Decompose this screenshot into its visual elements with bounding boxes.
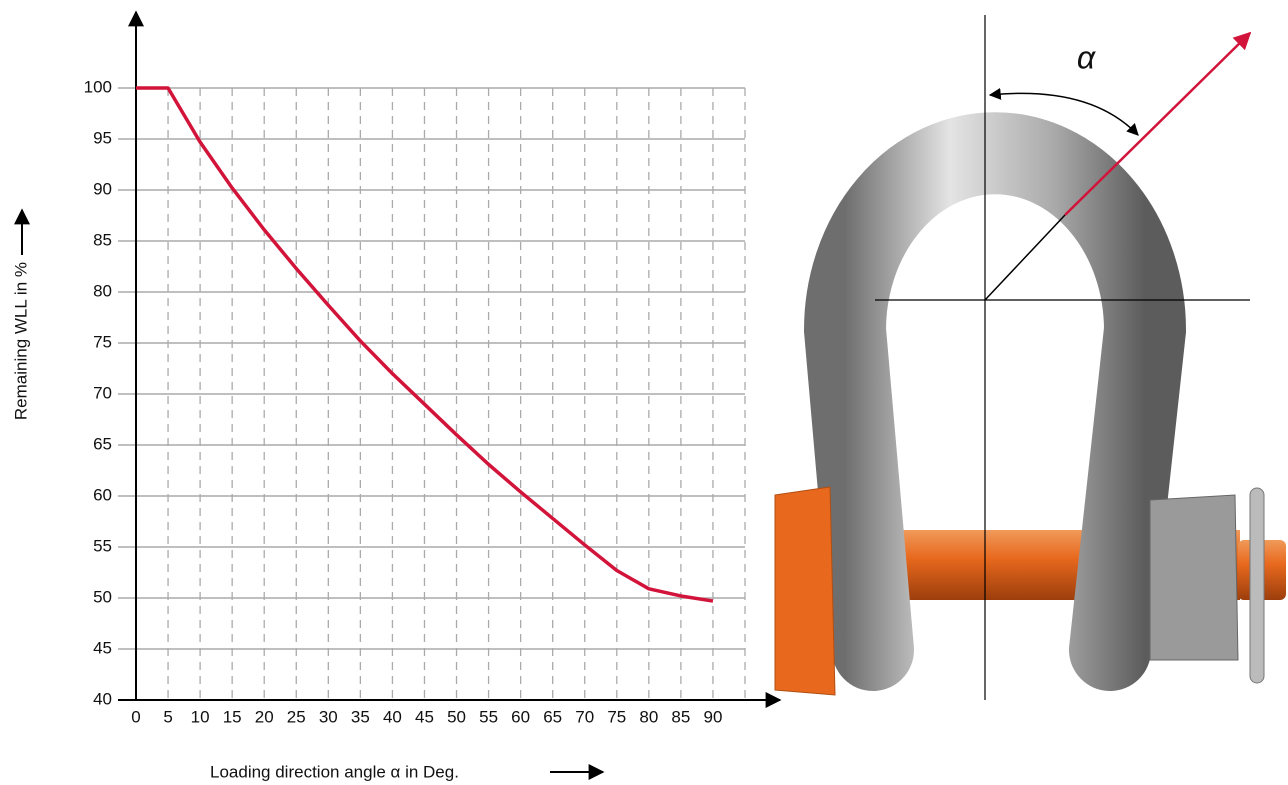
cotter-pin	[1249, 487, 1265, 684]
x-tick-label: 35	[351, 707, 370, 726]
y-tick-label: 85	[93, 230, 112, 249]
x-axis-label: Loading direction angle α in Deg.	[210, 762, 459, 781]
x-tick-label: 85	[671, 707, 690, 726]
y-tick-label: 100	[84, 77, 112, 96]
angle-label: α	[1077, 39, 1096, 75]
x-tick-label: 20	[255, 707, 274, 726]
x-tick-label: 80	[639, 707, 658, 726]
x-tick-label: 90	[703, 707, 722, 726]
shackle-illustration: α	[774, 15, 1286, 700]
x-tick-label: 50	[447, 707, 466, 726]
x-tick-label: 25	[287, 707, 306, 726]
x-tick-label: 75	[607, 707, 626, 726]
y-tick-label: 55	[93, 536, 112, 555]
chart: 0 5 10 15 20 25 30 35 40 45 50 55 60 65 70 75 80 85 90 40 45…	[84, 10, 782, 726]
x-tick-label: 0	[131, 707, 140, 726]
data-line	[136, 86, 714, 603]
x-tick-label: 60	[511, 707, 530, 726]
y-tick-label: 45	[93, 638, 112, 657]
y-tick-label: 70	[93, 383, 112, 402]
y-axis-label: Remaining WLL in %	[11, 262, 30, 420]
y-tick-label: 80	[93, 281, 112, 300]
y-tick-label: 75	[93, 332, 112, 351]
y-tick-label: 65	[93, 434, 112, 453]
x-tick-label: 10	[191, 707, 210, 726]
y-tick-label: 60	[93, 485, 112, 504]
left-nut	[774, 486, 836, 696]
right-nut	[1149, 494, 1239, 661]
x-tick-label: 30	[319, 707, 338, 726]
x-tick-label: 40	[383, 707, 402, 726]
load-line	[984, 214, 1066, 301]
x-tick-label: 55	[479, 707, 498, 726]
angle-arc	[988, 87, 1139, 136]
y-tick-label: 95	[93, 128, 112, 147]
y-tick-label: 50	[93, 587, 112, 606]
load-arrow	[1064, 31, 1252, 216]
x-tick-label: 70	[575, 707, 594, 726]
x-tick-label: 5	[163, 707, 172, 726]
x-tick-label: 65	[543, 707, 562, 726]
shackle-body	[803, 112, 1187, 691]
y-tick-label: 40	[93, 689, 112, 708]
y-tick-label: 90	[93, 179, 112, 198]
x-tick-label: 15	[223, 707, 242, 726]
x-tick-label: 45	[415, 707, 434, 726]
